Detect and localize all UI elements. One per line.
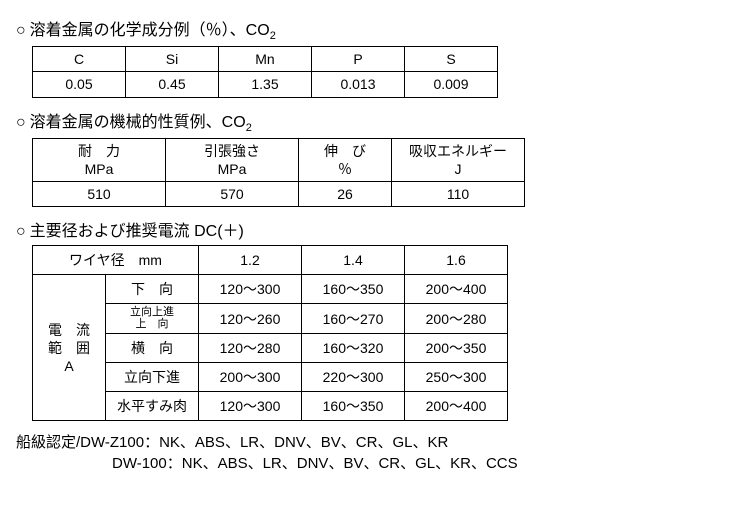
- mech-value: 26: [299, 182, 392, 207]
- wire-val: 250～300: [405, 363, 508, 392]
- wire-range-l1: 電 流: [48, 322, 90, 338]
- chem-header: C: [33, 47, 126, 72]
- wire-pos-l2: 上 向: [136, 318, 169, 330]
- mech-title-text: 溶着金属の機械的性質例、CO: [30, 114, 246, 131]
- wire-val: 220～300: [302, 363, 405, 392]
- chem-value: 0.05: [33, 72, 126, 97]
- mech-header: 引張強さ MPa: [166, 138, 299, 181]
- wire-val: 120～280: [199, 334, 302, 363]
- wire-diam: 1.4: [302, 246, 405, 275]
- wire-val: 120～260: [199, 304, 302, 334]
- wire-title-text: 主要径および推奨電流 DC(＋): [30, 223, 244, 240]
- wire-range-label: 電 流 範 囲 A: [33, 275, 106, 421]
- mech-header-l2: MPa: [218, 161, 247, 177]
- wire-pos: 立向上進 上 向: [106, 304, 199, 334]
- wire-range-l3: A: [64, 358, 73, 374]
- mech-header-l1: 吸収エネルギー: [409, 143, 507, 159]
- table-row: 耐 力 MPa 引張強さ MPa 伸 び ％ 吸収エネルギー J: [33, 138, 525, 181]
- chem-title-text: 溶着金属の化学成分例（％）、CO: [30, 22, 270, 39]
- table-row: C Si Mn P S: [33, 47, 498, 72]
- mech-bullet: ○: [16, 114, 26, 131]
- ship-class-cert: 船級認定/DW-Z100：NK、ABS、LR、DNV、BV、CR、GL、KR D…: [16, 431, 716, 473]
- wire-pos: 水平すみ肉: [106, 392, 199, 421]
- mech-header-l1: 耐 力: [78, 143, 120, 159]
- chem-value: 1.35: [219, 72, 312, 97]
- wire-diam: 1.6: [405, 246, 508, 275]
- chem-value: 0.013: [312, 72, 405, 97]
- table-row: ワイヤ径 mm 1.2 1.4 1.6: [33, 246, 508, 275]
- mech-table: 耐 力 MPa 引張強さ MPa 伸 び ％ 吸収エネルギー J 510 570…: [32, 138, 525, 208]
- table-row: 電 流 範 囲 A 下 向 120～300 160～350 200～400: [33, 275, 508, 304]
- mech-header-l1: 引張強さ: [204, 143, 260, 159]
- wire-range-l2: 範 囲: [48, 340, 90, 356]
- mech-header-l2: MPa: [85, 161, 114, 177]
- chem-header: Mn: [219, 47, 312, 72]
- wire-val: 160～350: [302, 275, 405, 304]
- wire-val: 200～300: [199, 363, 302, 392]
- wire-title: ○主要径および推奨電流 DC(＋): [16, 217, 716, 241]
- wire-val: 160～320: [302, 334, 405, 363]
- footer-line1: /DW-Z100：NK、ABS、LR、DNV、BV、CR、GL、KR: [76, 434, 448, 451]
- chem-value: 0.009: [405, 72, 498, 97]
- mech-value: 570: [166, 182, 299, 207]
- wire-val: 200～400: [405, 392, 508, 421]
- wire-val: 160～350: [302, 392, 405, 421]
- wire-val: 160～270: [302, 304, 405, 334]
- mech-header: 吸収エネルギー J: [392, 138, 525, 181]
- wire-diam: 1.2: [199, 246, 302, 275]
- table-row: 510 570 26 110: [33, 182, 525, 207]
- mech-header-l2: ％: [338, 161, 352, 177]
- chem-bullet: ○: [16, 22, 26, 39]
- chem-title-sub: 2: [270, 30, 276, 42]
- wire-val: 120～300: [199, 392, 302, 421]
- wire-pos: 下 向: [106, 275, 199, 304]
- chem-value: 0.45: [126, 72, 219, 97]
- mech-value: 110: [392, 182, 525, 207]
- footer-label: 船級認定: [16, 434, 76, 451]
- chem-table: C Si Mn P S 0.05 0.45 1.35 0.013 0.009: [32, 46, 498, 97]
- wire-diam-label: ワイヤ径 mm: [33, 246, 199, 275]
- chem-header: S: [405, 47, 498, 72]
- wire-pos: 横 向: [106, 334, 199, 363]
- footer-line2: DW-100：NK、ABS、LR、DNV、BV、CR、GL、KR、CCS: [112, 452, 716, 473]
- mech-header: 伸 び ％: [299, 138, 392, 181]
- wire-val: 200～350: [405, 334, 508, 363]
- mech-header-l1: 伸 び: [324, 143, 366, 159]
- wire-val: 200～280: [405, 304, 508, 334]
- mech-title-sub: 2: [246, 122, 252, 134]
- mech-title: ○溶着金属の機械的性質例、CO2: [16, 108, 716, 134]
- wire-val: 120～300: [199, 275, 302, 304]
- wire-table: ワイヤ径 mm 1.2 1.4 1.6 電 流 範 囲 A 下 向 120～30…: [32, 245, 508, 421]
- table-row: 0.05 0.45 1.35 0.013 0.009: [33, 72, 498, 97]
- mech-header-l2: J: [455, 161, 462, 177]
- wire-val: 200～400: [405, 275, 508, 304]
- chem-header: Si: [126, 47, 219, 72]
- wire-pos-l1: 立向上進: [130, 306, 174, 318]
- wire-bullet: ○: [16, 223, 26, 240]
- chem-title: ○溶着金属の化学成分例（％）、CO2: [16, 16, 716, 42]
- wire-pos: 立向下進: [106, 363, 199, 392]
- chem-header: P: [312, 47, 405, 72]
- mech-value: 510: [33, 182, 166, 207]
- mech-header: 耐 力 MPa: [33, 138, 166, 181]
